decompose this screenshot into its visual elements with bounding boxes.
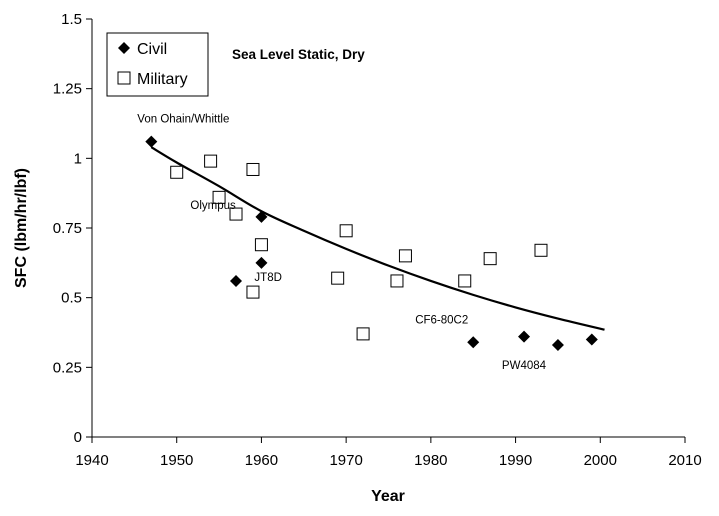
y-tick-label: 0.75 <box>53 220 82 237</box>
x-tick-label: 1970 <box>329 452 362 469</box>
military-point <box>534 243 548 257</box>
x-tick-label: 2010 <box>668 452 701 469</box>
annotation-label: PW4084 <box>502 360 547 372</box>
civil-point <box>230 274 243 287</box>
civil-point <box>255 210 268 223</box>
military-point <box>170 165 184 179</box>
x-tick-label: 1940 <box>75 452 108 469</box>
y-tick-label: 0.25 <box>53 359 82 376</box>
military-point <box>390 274 404 288</box>
civil-point <box>255 256 268 269</box>
military-point <box>356 327 370 341</box>
legend: Civil Military <box>106 32 209 97</box>
legend-civil-marker <box>118 42 130 54</box>
legend-military-marker <box>117 71 131 85</box>
trendline <box>150 146 605 331</box>
chart-subtitle: Sea Level Static, Dry <box>232 47 365 62</box>
y-tick-label: 0 <box>74 429 82 446</box>
military-point <box>398 249 412 263</box>
annotation-label: JT8D <box>254 272 281 284</box>
y-axis-ticks: 0 0.25 0.5 0.75 1 1.25 1.5 <box>53 11 92 446</box>
annotation-label: CF6-80C2 <box>415 314 468 326</box>
x-axis-title: Year <box>371 488 405 505</box>
military-point <box>483 252 497 266</box>
legend-civil-label: Civil <box>137 41 167 58</box>
military-point <box>229 207 243 221</box>
annotation-label: Olympus <box>190 200 236 212</box>
military-point <box>204 154 218 168</box>
y-tick-label: 1 <box>74 150 82 167</box>
y-tick-label: 1.25 <box>53 81 82 98</box>
x-tick-label: 2000 <box>584 452 617 469</box>
civil-point <box>467 336 480 349</box>
data-points <box>145 135 598 352</box>
x-axis-ticks: 1940 1950 1960 1970 1980 1990 2000 2010 <box>75 437 702 469</box>
civil-point <box>518 330 531 343</box>
military-point <box>246 285 260 299</box>
x-tick-label: 1980 <box>414 452 447 469</box>
annotation-label: Von Ohain/Whittle <box>137 114 229 126</box>
y-tick-label: 0.5 <box>61 290 82 307</box>
x-tick-label: 1990 <box>499 452 532 469</box>
civil-point <box>145 135 158 148</box>
legend-military-label: Military <box>137 71 188 88</box>
x-tick-label: 1950 <box>160 452 193 469</box>
military-point <box>254 238 268 252</box>
y-tick-label: 1.5 <box>61 11 82 28</box>
military-point <box>212 190 226 204</box>
military-point <box>331 271 345 285</box>
civil-point <box>585 333 598 346</box>
military-point <box>339 224 353 238</box>
x-tick-label: 1960 <box>245 452 278 469</box>
military-point <box>246 162 260 176</box>
civil-point <box>551 339 564 352</box>
military-point <box>458 274 472 288</box>
annotations: Von Ohain/Whittle Olympus JT8D CF6-80C2 PW40… <box>137 114 546 372</box>
y-axis-title: SFC (lbm/hr/lbf) <box>13 168 30 288</box>
